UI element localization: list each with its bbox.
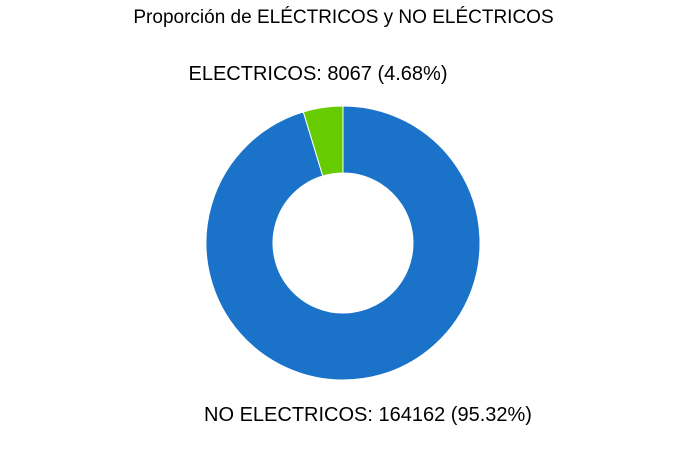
slice-label-electricos: ELECTRICOS: 8067 (4.68%)	[189, 63, 448, 85]
donut-slices	[206, 106, 480, 380]
slice-no-electricos	[206, 106, 480, 380]
slice-label-no-electricos: NO ELECTRICOS: 164162 (95.32%)	[204, 404, 532, 426]
